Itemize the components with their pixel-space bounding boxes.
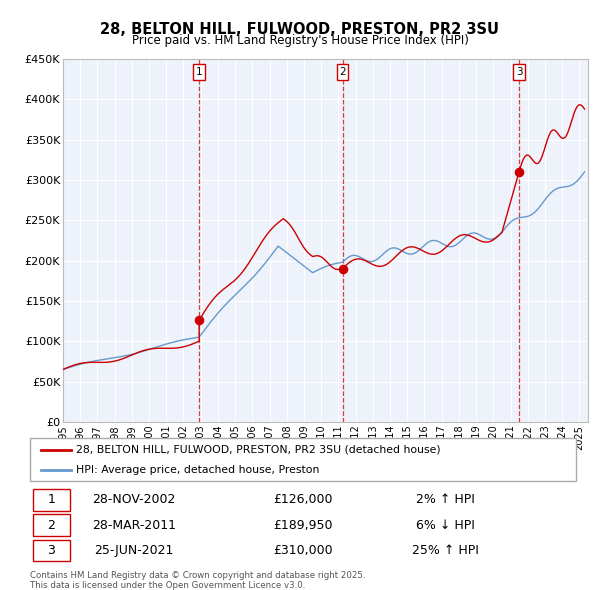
Text: 2: 2 (47, 519, 55, 532)
Text: 2: 2 (339, 67, 346, 77)
Text: £189,950: £189,950 (273, 519, 333, 532)
Text: 28-NOV-2002: 28-NOV-2002 (92, 493, 175, 506)
Text: 28-MAR-2011: 28-MAR-2011 (92, 519, 176, 532)
Text: 3: 3 (47, 544, 55, 557)
Text: £310,000: £310,000 (273, 544, 333, 557)
Point (514, 167, 524, 176)
Text: £126,000: £126,000 (273, 493, 333, 506)
Text: 3: 3 (515, 67, 522, 77)
FancyBboxPatch shape (33, 514, 70, 536)
Text: 25% ↑ HPI: 25% ↑ HPI (412, 544, 478, 557)
Text: 2% ↑ HPI: 2% ↑ HPI (416, 493, 475, 506)
Text: 28, BELTON HILL, FULWOOD, PRESTON, PR2 3SU (detached house): 28, BELTON HILL, FULWOOD, PRESTON, PR2 3… (76, 445, 441, 455)
Text: 25-JUN-2021: 25-JUN-2021 (94, 544, 173, 557)
Text: Contains HM Land Registry data © Crown copyright and database right 2025.
This d: Contains HM Land Registry data © Crown c… (30, 571, 365, 590)
Text: 1: 1 (196, 67, 202, 77)
FancyBboxPatch shape (30, 438, 576, 481)
FancyBboxPatch shape (33, 540, 70, 561)
Text: 6% ↓ HPI: 6% ↓ HPI (416, 519, 475, 532)
Text: 1: 1 (47, 493, 55, 506)
Point (338, 264, 347, 273)
Text: Price paid vs. HM Land Registry's House Price Index (HPI): Price paid vs. HM Land Registry's House … (131, 34, 469, 47)
FancyBboxPatch shape (33, 489, 70, 510)
Text: 28, BELTON HILL, FULWOOD, PRESTON, PR2 3SU: 28, BELTON HILL, FULWOOD, PRESTON, PR2 3… (101, 22, 499, 37)
Text: HPI: Average price, detached house, Preston: HPI: Average price, detached house, Pres… (76, 466, 320, 475)
Point (194, 316, 204, 325)
